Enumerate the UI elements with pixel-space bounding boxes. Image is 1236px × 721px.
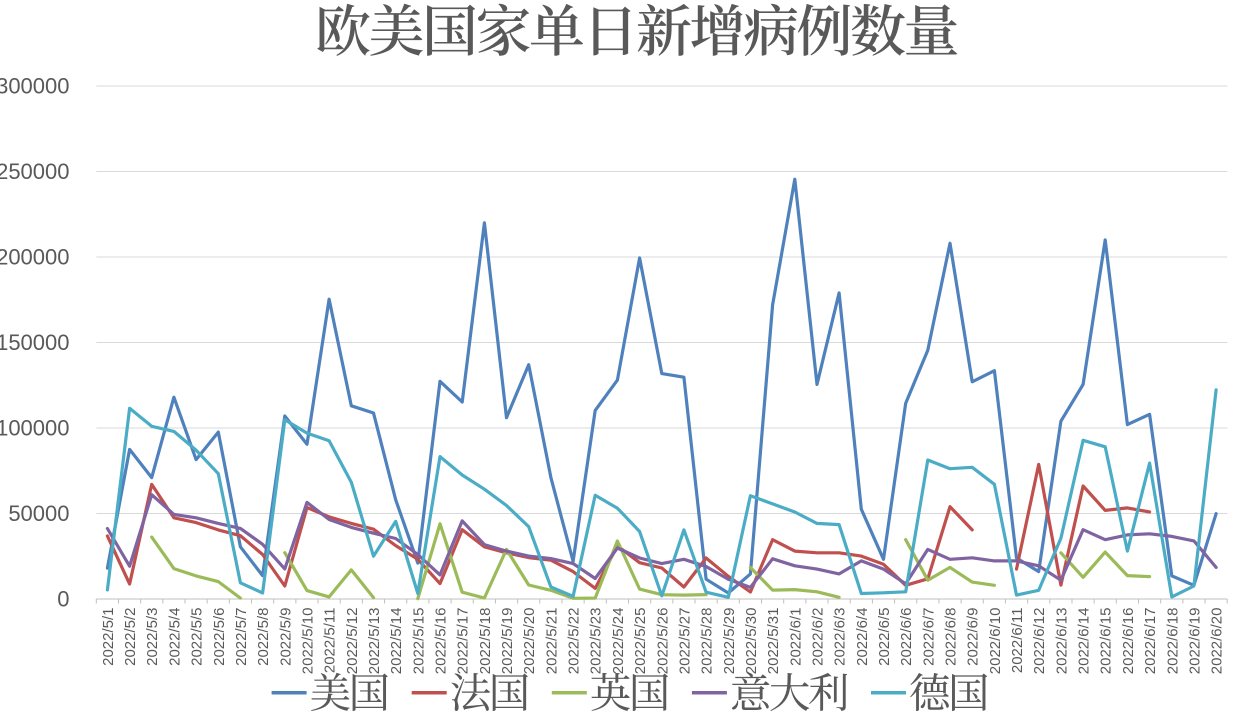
svg-text:2022/6/9: 2022/6/9 bbox=[965, 608, 982, 666]
svg-text:2022/6/1: 2022/6/1 bbox=[787, 608, 804, 666]
svg-text:2022/5/5: 2022/5/5 bbox=[189, 608, 206, 666]
svg-text:2022/5/6: 2022/5/6 bbox=[211, 608, 228, 666]
svg-text:2022/5/11: 2022/5/11 bbox=[322, 608, 339, 674]
svg-text:2022/6/16: 2022/6/16 bbox=[1120, 608, 1137, 675]
svg-text:2022/5/2: 2022/5/2 bbox=[122, 608, 139, 666]
svg-text:2022/6/8: 2022/6/8 bbox=[943, 608, 960, 666]
svg-text:2022/5/31: 2022/5/31 bbox=[765, 608, 782, 675]
svg-text:2022/5/30: 2022/5/30 bbox=[743, 608, 760, 675]
svg-text:2022/5/13: 2022/5/13 bbox=[366, 608, 383, 675]
svg-text:2022/5/8: 2022/5/8 bbox=[255, 608, 272, 666]
svg-text:200000: 200000 bbox=[0, 244, 70, 269]
svg-text:2022/5/12: 2022/5/12 bbox=[344, 608, 361, 675]
svg-text:2022/6/17: 2022/6/17 bbox=[1142, 608, 1159, 675]
svg-text:2022/5/21: 2022/5/21 bbox=[543, 608, 560, 675]
svg-text:2022/5/18: 2022/5/18 bbox=[477, 608, 494, 675]
svg-text:2022/6/2: 2022/6/2 bbox=[809, 608, 826, 666]
svg-text:2022/5/10: 2022/5/10 bbox=[299, 608, 316, 675]
svg-text:300000: 300000 bbox=[0, 73, 70, 98]
svg-text:2022/5/27: 2022/5/27 bbox=[676, 608, 693, 675]
svg-text:2022/6/10: 2022/6/10 bbox=[987, 608, 1004, 675]
svg-text:2022/6/19: 2022/6/19 bbox=[1186, 608, 1203, 675]
svg-text:2022/5/20: 2022/5/20 bbox=[521, 608, 538, 675]
svg-text:2022/6/20: 2022/6/20 bbox=[1209, 608, 1226, 675]
svg-text:2022/6/12: 2022/6/12 bbox=[1031, 608, 1048, 675]
svg-text:150000: 150000 bbox=[0, 330, 70, 355]
svg-text:2022/5/3: 2022/5/3 bbox=[144, 608, 161, 666]
svg-text:250000: 250000 bbox=[0, 159, 70, 184]
svg-text:2022/5/28: 2022/5/28 bbox=[699, 608, 716, 675]
svg-text:2022/6/14: 2022/6/14 bbox=[1076, 608, 1093, 675]
svg-text:2022/6/6: 2022/6/6 bbox=[898, 608, 915, 666]
svg-text:2022/5/7: 2022/5/7 bbox=[233, 608, 250, 666]
svg-text:2022/5/4: 2022/5/4 bbox=[166, 608, 183, 666]
svg-text:2022/6/3: 2022/6/3 bbox=[832, 608, 849, 666]
svg-text:2022/5/24: 2022/5/24 bbox=[610, 608, 627, 675]
svg-text:2022/5/29: 2022/5/29 bbox=[721, 608, 738, 675]
svg-text:2022/6/11: 2022/6/11 bbox=[1009, 608, 1026, 674]
svg-text:2022/5/9: 2022/5/9 bbox=[277, 608, 294, 666]
svg-text:0: 0 bbox=[57, 586, 69, 611]
svg-text:2022/5/15: 2022/5/15 bbox=[410, 608, 427, 675]
svg-text:2022/6/4: 2022/6/4 bbox=[854, 608, 871, 666]
svg-text:2022/5/25: 2022/5/25 bbox=[632, 608, 649, 675]
svg-text:2022/5/19: 2022/5/19 bbox=[499, 608, 516, 675]
svg-text:2022/5/22: 2022/5/22 bbox=[566, 608, 583, 675]
svg-text:2022/5/23: 2022/5/23 bbox=[588, 608, 605, 675]
svg-text:2022/6/18: 2022/6/18 bbox=[1164, 608, 1181, 675]
svg-text:2022/5/26: 2022/5/26 bbox=[654, 608, 671, 675]
svg-text:2022/5/14: 2022/5/14 bbox=[388, 608, 405, 675]
svg-text:50000: 50000 bbox=[8, 501, 69, 526]
svg-text:2022/6/13: 2022/6/13 bbox=[1053, 608, 1070, 675]
svg-text:2022/5/16: 2022/5/16 bbox=[433, 608, 450, 675]
svg-text:2022/6/7: 2022/6/7 bbox=[920, 608, 937, 666]
svg-text:2022/5/17: 2022/5/17 bbox=[455, 608, 472, 675]
svg-text:2022/6/15: 2022/6/15 bbox=[1098, 608, 1115, 675]
svg-text:100000: 100000 bbox=[0, 415, 70, 440]
svg-text:2022/5/1: 2022/5/1 bbox=[100, 608, 117, 666]
svg-text:2022/6/5: 2022/6/5 bbox=[876, 608, 893, 666]
